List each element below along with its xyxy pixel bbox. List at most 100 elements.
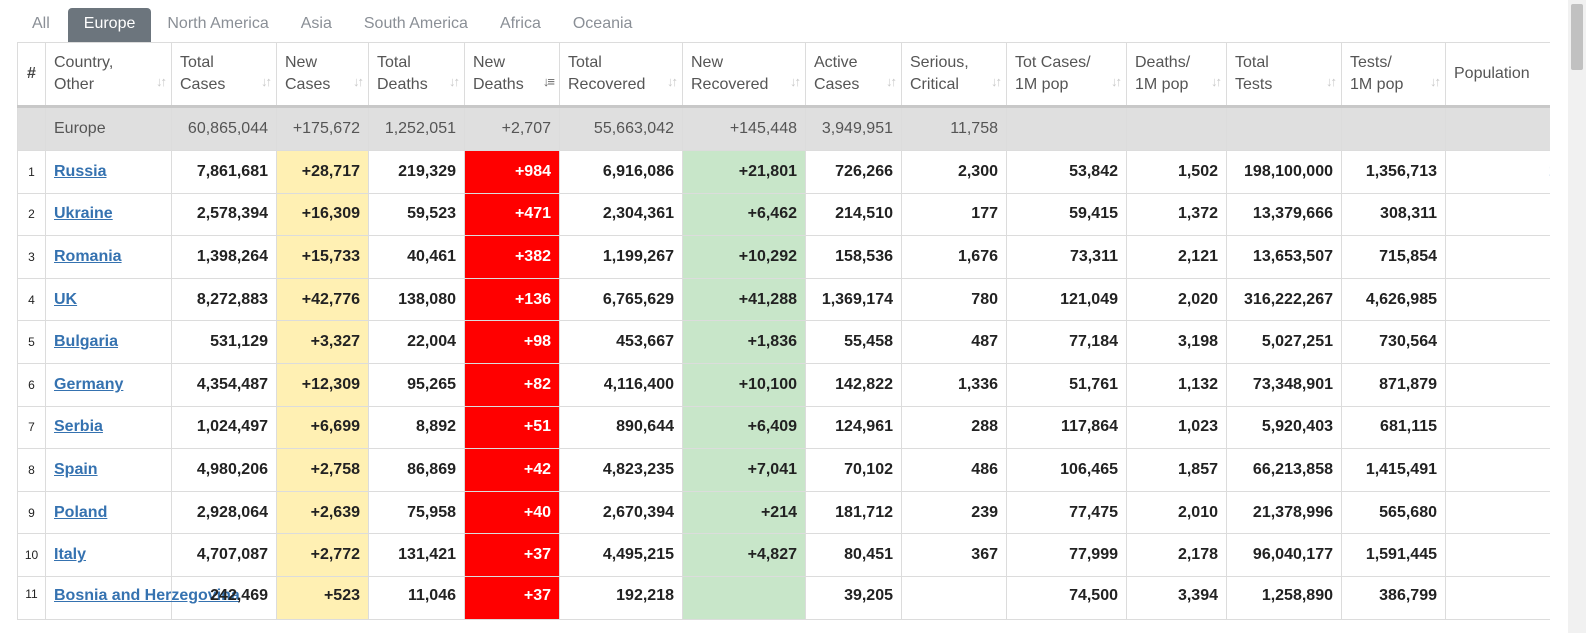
total-tests-cell: 96,040,177 bbox=[1226, 533, 1342, 577]
total-tests-cell: 13,653,507 bbox=[1226, 235, 1342, 279]
header-population[interactable]: Population↓↑ bbox=[1445, 42, 1550, 108]
header-new-cases[interactable]: New Cases ↓↑ bbox=[276, 42, 369, 108]
new-recovered-cell: +6,409 bbox=[682, 405, 806, 450]
sort-arrows-icon[interactable]: ↓↑ bbox=[886, 74, 897, 89]
row-index-cell: 3 bbox=[17, 235, 46, 279]
tests-per-million-cell: 871,879 bbox=[1341, 362, 1446, 407]
new-recovered-cell: +214 bbox=[682, 490, 806, 535]
country-name-cell: Bulgaria bbox=[45, 320, 172, 364]
serious-critical-cell: 780 bbox=[901, 277, 1007, 322]
total-deaths-cell: 75,958 bbox=[368, 490, 465, 535]
active-cases-cell: 80,451 bbox=[805, 533, 902, 577]
cases-per-million-cell: 73,311 bbox=[1006, 235, 1127, 279]
sort-arrows-icon[interactable]: ↓↑ bbox=[1211, 74, 1222, 89]
header-tests-per-million[interactable]: Tests/ 1M pop ↓↑ bbox=[1341, 42, 1446, 108]
population-cell: 68,343,05 bbox=[1445, 277, 1550, 322]
total-cases-cell: 4,707,087 bbox=[171, 533, 277, 577]
serious-critical-cell: 367 bbox=[901, 533, 1007, 577]
header-total-deaths[interactable]: Total Deaths ↓↑ bbox=[368, 42, 465, 108]
country-link[interactable]: Poland bbox=[54, 503, 108, 521]
country-link[interactable]: Spain bbox=[54, 460, 98, 478]
total-row-active-cases: 3,949,951 bbox=[805, 106, 902, 151]
region-tabs: All Europe North America Asia South Amer… bbox=[18, 8, 648, 42]
header-total-tests[interactable]: Total Tests ↓↑ bbox=[1226, 42, 1342, 108]
tests-per-million-cell: 681,115 bbox=[1341, 405, 1446, 450]
country-link[interactable]: Romania bbox=[54, 247, 122, 265]
country-name-cell: Spain bbox=[45, 448, 172, 492]
country-name-cell: Serbia bbox=[45, 405, 172, 450]
total-row-deaths-per-million bbox=[1126, 106, 1227, 151]
total-row-total-tests bbox=[1226, 106, 1342, 151]
tab-oceania[interactable]: Oceania bbox=[572, 15, 633, 32]
total-recovered-cell: 192,218 bbox=[559, 575, 683, 620]
population-cell: 8,692,22 bbox=[1445, 405, 1550, 450]
header-new-deaths[interactable]: New Deaths ↓≡ bbox=[464, 42, 560, 108]
sort-arrows-icon[interactable]: ↓↑ bbox=[667, 74, 678, 89]
total-cases-cell: 531,129 bbox=[171, 320, 277, 364]
deaths-per-million-cell: 1,372 bbox=[1126, 192, 1227, 237]
total-deaths-cell: 138,080 bbox=[368, 277, 465, 322]
sort-arrows-icon[interactable]: ↓↑ bbox=[1326, 74, 1337, 89]
header-country[interactable]: Country, Other ↓↑ bbox=[45, 42, 172, 108]
total-row-new-recovered: +145,448 bbox=[682, 106, 806, 151]
country-link[interactable]: Germany bbox=[54, 375, 124, 393]
total-deaths-cell: 95,265 bbox=[368, 362, 465, 407]
sort-arrows-icon[interactable]: ↓↑ bbox=[790, 74, 801, 89]
sort-arrows-icon[interactable]: ↓↑ bbox=[261, 74, 272, 89]
total-recovered-cell: 2,304,361 bbox=[559, 192, 683, 237]
total-recovered-cell: 890,644 bbox=[559, 405, 683, 450]
total-row-total-deaths: 1,252,051 bbox=[368, 106, 465, 151]
country-name-cell: Ukraine bbox=[45, 192, 172, 237]
cases-per-million-cell: 77,999 bbox=[1006, 533, 1127, 577]
deaths-per-million-cell: 1,857 bbox=[1126, 448, 1227, 492]
country-link[interactable]: Serbia bbox=[54, 418, 103, 436]
header-new-recovered[interactable]: New Recovered ↓↑ bbox=[682, 42, 806, 108]
country-link[interactable]: Russia bbox=[54, 162, 107, 180]
table-row: 2 Ukraine 2,578,394 +16,309 59,523 +471 2,304,… bbox=[17, 192, 1550, 237]
tab-south-america[interactable]: South America bbox=[363, 15, 468, 32]
header-serious-critical[interactable]: Serious, Critical ↓↑ bbox=[901, 42, 1007, 108]
total-cases-cell: 7,861,681 bbox=[171, 150, 277, 194]
row-index-cell: 5 bbox=[17, 320, 46, 364]
country-link[interactable]: Italy bbox=[54, 546, 87, 564]
country-link[interactable]: Bosnia and Herzegovina bbox=[54, 586, 240, 604]
tab-asia[interactable]: Asia bbox=[300, 15, 332, 32]
header-active-cases[interactable]: Active Cases ↓↑ bbox=[805, 42, 902, 108]
scrollbar-thumb[interactable] bbox=[1571, 4, 1583, 70]
tab-africa[interactable]: Africa bbox=[499, 15, 541, 32]
total-cases-cell: 8,272,883 bbox=[171, 277, 277, 322]
sort-arrows-icon[interactable]: ↓↑ bbox=[353, 74, 364, 89]
sort-desc-icon[interactable]: ↓≡ bbox=[542, 74, 555, 89]
covid-table: # Country, Other ↓↑ Total Cases ↓↑ New Cas… bbox=[17, 42, 1550, 620]
sort-arrows-icon[interactable]: ↓↑ bbox=[1111, 74, 1122, 89]
sort-arrows-icon[interactable]: ↓↑ bbox=[449, 74, 460, 89]
country-link[interactable]: Bulgaria bbox=[54, 333, 119, 351]
cases-per-million-cell: 77,184 bbox=[1006, 320, 1127, 364]
sort-arrows-icon[interactable]: ↓↑ bbox=[1430, 74, 1441, 89]
tab-europe[interactable]: Europe bbox=[67, 8, 152, 42]
total-tests-cell: 316,222,267 bbox=[1226, 277, 1342, 322]
vertical-scrollbar[interactable] bbox=[1568, 0, 1586, 633]
cases-per-million-cell: 53,842 bbox=[1006, 150, 1127, 194]
total-cases-cell: 1,024,497 bbox=[171, 405, 277, 450]
active-cases-cell: 70,102 bbox=[805, 448, 902, 492]
total-row-total-recovered: 55,663,042 bbox=[559, 106, 683, 151]
sort-arrows-icon[interactable]: ↓↑ bbox=[156, 74, 167, 89]
active-cases-cell: 39,205 bbox=[805, 575, 902, 620]
country-link[interactable]: UK bbox=[54, 290, 78, 308]
new-recovered-cell: +41,288 bbox=[682, 277, 806, 322]
population-cell: 37,793,45 bbox=[1445, 490, 1550, 535]
active-cases-cell: 124,961 bbox=[805, 405, 902, 450]
header-index[interactable]: # bbox=[17, 42, 46, 108]
population-cell: 43,396,65 bbox=[1445, 192, 1550, 237]
sort-arrows-icon[interactable]: ↓↑ bbox=[991, 74, 1002, 89]
header-deaths-per-million[interactable]: Deaths/ 1M pop ↓↑ bbox=[1126, 42, 1227, 108]
cases-per-million-cell: 51,761 bbox=[1006, 362, 1127, 407]
header-total-cases[interactable]: Total Cases ↓↑ bbox=[171, 42, 277, 108]
country-link[interactable]: Ukraine bbox=[54, 205, 113, 223]
total-row-tests-per-million bbox=[1341, 106, 1446, 151]
tab-north-america[interactable]: North America bbox=[167, 15, 269, 32]
tab-all[interactable]: All bbox=[32, 15, 50, 32]
header-cases-per-million[interactable]: Tot Cases/ 1M pop ↓↑ bbox=[1006, 42, 1127, 108]
header-total-recovered[interactable]: Total Recovered ↓↑ bbox=[559, 42, 683, 108]
